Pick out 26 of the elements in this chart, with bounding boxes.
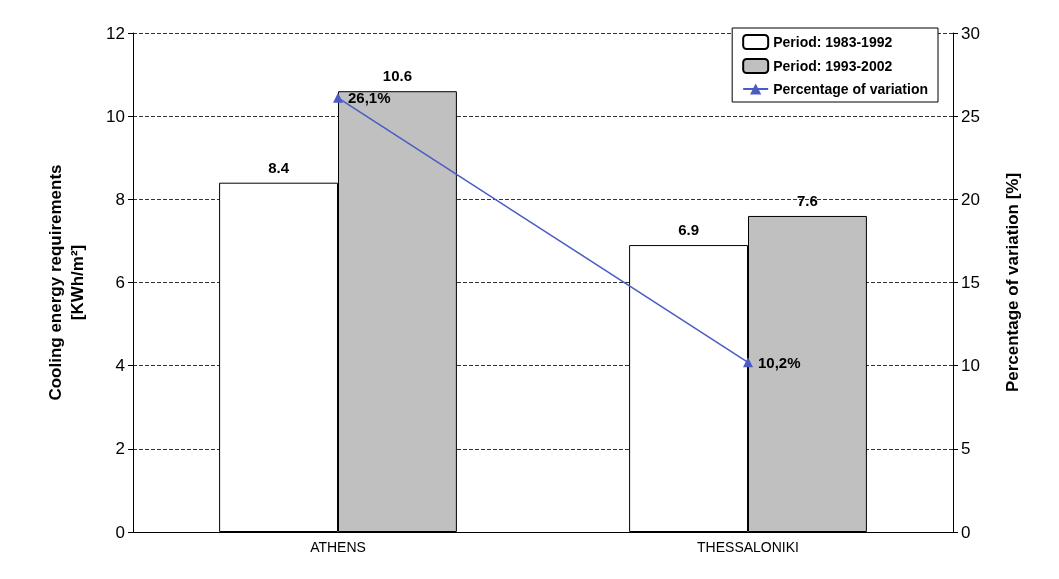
y2-tick-label: 30 <box>961 23 980 43</box>
data-label: 26,1% <box>348 89 391 107</box>
y2-tick-label: 15 <box>961 273 980 292</box>
x-tick-label: THESSALONIKI <box>697 539 799 555</box>
y2-tick-label: 5 <box>961 439 971 459</box>
y2-tick-label: 25 <box>961 106 980 126</box>
legend-label: Percentage of variation <box>773 81 928 97</box>
y2-tick-label: 0 <box>961 522 971 542</box>
y-axis-title: Cooling energy requirements [KWh/m²] <box>45 164 87 401</box>
y-tick-label: 12 <box>106 23 125 43</box>
y-tick-label: 2 <box>115 439 125 459</box>
x-tick-label: ATHENS <box>310 539 366 555</box>
y2-axis-title: Percentage of variation [%] <box>1002 172 1022 393</box>
y-tick-label: 8 <box>115 189 125 209</box>
y-tick-label: 10 <box>106 106 125 126</box>
data-label: 8.4 <box>268 158 290 176</box>
y-tick-label: 4 <box>115 356 125 376</box>
y2-tick-label: 20 <box>961 189 980 209</box>
legend-label: Period: 1993-2002 <box>773 58 893 74</box>
y2-tick-label: 10 <box>961 356 980 376</box>
legend-label: Period: 1983-1992 <box>773 34 893 50</box>
data-label: 10,2% <box>758 353 801 371</box>
data-label: 10.6 <box>382 67 413 85</box>
data-label: 6.9 <box>678 221 699 239</box>
y-tick-label: 6 <box>115 273 125 292</box>
y-tick-label: 0 <box>115 522 125 542</box>
